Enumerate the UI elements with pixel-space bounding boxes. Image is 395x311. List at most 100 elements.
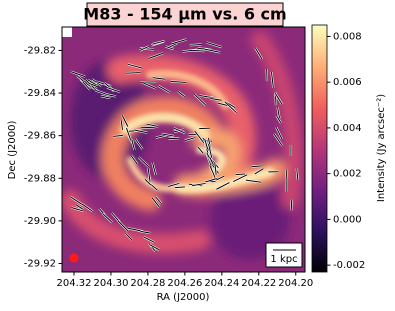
vector bbox=[192, 182, 206, 187]
vector bbox=[87, 79, 97, 86]
x-tick-label: 204.28 bbox=[130, 278, 165, 289]
colorbar bbox=[311, 24, 328, 273]
scale-bar-box bbox=[265, 242, 303, 268]
vector bbox=[177, 91, 185, 98]
vector bbox=[146, 123, 159, 128]
vector bbox=[130, 155, 138, 165]
vector bbox=[148, 52, 164, 59]
vector bbox=[127, 63, 143, 69]
vector bbox=[193, 93, 206, 106]
vector bbox=[192, 49, 205, 52]
colorbar-tick-label: 0.000 bbox=[333, 214, 362, 225]
vector bbox=[189, 43, 202, 46]
vector bbox=[81, 203, 93, 212]
vector bbox=[276, 115, 282, 124]
vector bbox=[157, 85, 171, 94]
vector bbox=[169, 42, 178, 48]
vector bbox=[121, 115, 129, 127]
x-tick-label: 204.22 bbox=[241, 278, 276, 289]
vector bbox=[277, 107, 281, 119]
vector bbox=[95, 89, 109, 96]
vector bbox=[184, 137, 195, 142]
vector bbox=[71, 207, 84, 212]
vector bbox=[204, 48, 221, 53]
vector bbox=[210, 98, 222, 101]
vector bbox=[141, 126, 155, 129]
vector bbox=[102, 213, 113, 223]
vector bbox=[84, 79, 95, 89]
vector bbox=[152, 77, 166, 80]
vector bbox=[235, 173, 246, 176]
y-tick-label: -29.88 bbox=[24, 173, 56, 184]
y-tick-label: -29.86 bbox=[24, 131, 56, 142]
colorbar-tick-label: -0.002 bbox=[333, 260, 365, 271]
vector bbox=[165, 45, 174, 50]
vector bbox=[204, 138, 209, 150]
vector bbox=[89, 83, 98, 88]
vector bbox=[208, 143, 213, 159]
vector bbox=[70, 71, 86, 78]
vector bbox=[254, 168, 264, 175]
vector bbox=[125, 72, 141, 74]
image bbox=[62, 27, 305, 272]
vector bbox=[70, 196, 83, 205]
polarization-vectors bbox=[69, 38, 299, 253]
vector bbox=[273, 133, 283, 147]
vector bbox=[171, 38, 187, 45]
vector bbox=[296, 168, 299, 181]
colorbar-tick-label: 0.006 bbox=[333, 77, 362, 88]
vector bbox=[134, 138, 143, 150]
vector bbox=[151, 40, 165, 45]
vector bbox=[168, 182, 180, 187]
vector bbox=[270, 72, 274, 88]
vector bbox=[151, 197, 160, 208]
vector bbox=[134, 129, 148, 134]
vector bbox=[140, 230, 151, 234]
vector bbox=[207, 177, 219, 182]
x-tick-label: 204.20 bbox=[278, 278, 313, 289]
vector bbox=[209, 165, 216, 178]
y-tick-label: -29.92 bbox=[24, 258, 56, 269]
vector bbox=[120, 120, 123, 131]
beam-marker bbox=[69, 253, 79, 263]
vector bbox=[155, 196, 162, 204]
vector bbox=[144, 179, 152, 186]
vector bbox=[175, 186, 185, 189]
vector bbox=[206, 42, 222, 48]
vector bbox=[150, 244, 160, 251]
chart-title: M83 - 154 μm vs. 6 cm bbox=[83, 5, 286, 24]
vector bbox=[124, 232, 133, 241]
vector bbox=[214, 162, 217, 175]
x-axis-label: RA (J2000) bbox=[157, 292, 210, 303]
vector bbox=[113, 134, 123, 137]
vector bbox=[216, 182, 230, 190]
vector bbox=[199, 94, 214, 99]
vector bbox=[251, 165, 262, 168]
y-axis-label: Dec (J2000) bbox=[7, 121, 18, 180]
colorbar-tick-label: 0.004 bbox=[333, 123, 362, 134]
vector bbox=[170, 81, 187, 83]
vector bbox=[150, 183, 158, 191]
vector bbox=[143, 236, 155, 243]
scale-bar-label: 1 kpc bbox=[270, 254, 297, 265]
vector bbox=[216, 175, 225, 181]
vector bbox=[100, 95, 111, 99]
blank-corner bbox=[62, 27, 72, 37]
vector bbox=[152, 162, 157, 176]
vector bbox=[147, 168, 151, 182]
vector bbox=[245, 179, 262, 183]
y-tick-label: -29.90 bbox=[24, 216, 56, 227]
vector bbox=[194, 130, 205, 144]
vector bbox=[131, 139, 136, 151]
vector bbox=[275, 127, 283, 140]
vector bbox=[173, 127, 186, 134]
vector bbox=[106, 87, 121, 93]
vector bbox=[138, 156, 150, 168]
x-tick-label: 204.32 bbox=[57, 278, 92, 289]
vector bbox=[274, 92, 283, 105]
colorbar-tick-label: 0.008 bbox=[333, 31, 362, 42]
vector bbox=[255, 47, 263, 60]
x-tick-label: 204.30 bbox=[93, 278, 128, 289]
vector bbox=[107, 94, 117, 97]
